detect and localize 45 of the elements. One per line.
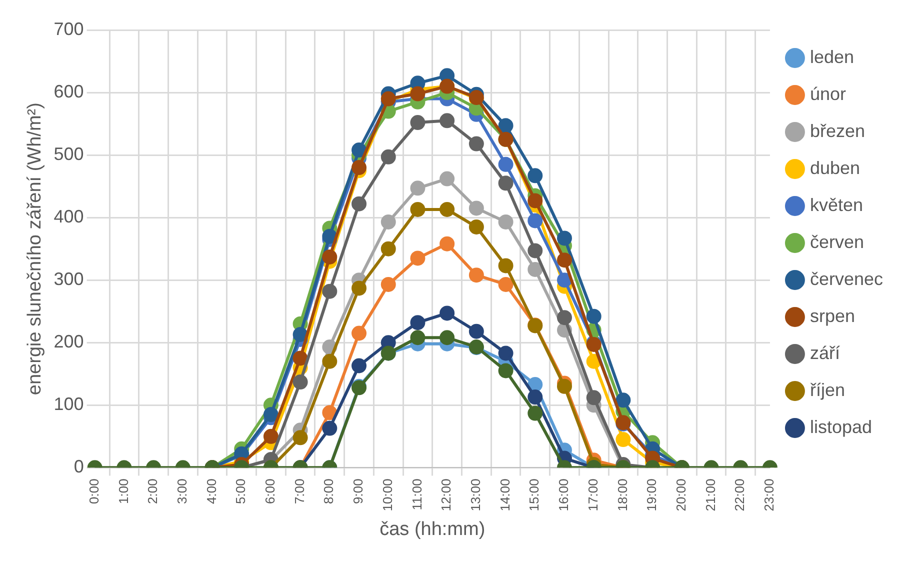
x-tick-label: 20:00 xyxy=(673,478,688,512)
x-tick-label: 4:00 xyxy=(204,478,219,504)
y-tick-label: 0 xyxy=(74,456,84,477)
x-tick-label: 11:00 xyxy=(409,478,424,510)
x-tick-label: 14:00 xyxy=(497,478,512,512)
legend-label: září xyxy=(810,342,840,363)
x-tick-label: 8:00 xyxy=(321,478,336,504)
x-tick-label: 1:00 xyxy=(116,478,131,504)
x-axis-title: čas (hh:mm) xyxy=(380,518,486,540)
x-tick-label: 7:00 xyxy=(292,478,307,504)
x-tick-label: 5:00 xyxy=(233,478,248,504)
x-tick-label: 12:00 xyxy=(438,478,454,512)
x-tick-label: 3:00 xyxy=(174,478,190,504)
x-tick-label: 16:00 xyxy=(556,478,572,512)
x-tick-label: 6:00 xyxy=(262,478,278,504)
x-tick-label: 22:00 xyxy=(732,478,748,512)
y-tick-label: 600 xyxy=(54,81,84,102)
x-tick-label: 21:00 xyxy=(702,478,718,512)
legend-label: listopad xyxy=(810,416,872,437)
legend-label: únor xyxy=(810,84,846,104)
x-tick-label: 17:00 xyxy=(585,478,600,512)
y-tick-label: 700 xyxy=(54,18,84,39)
x-tick-label: 19:00 xyxy=(644,478,660,512)
y-tick-label: 400 xyxy=(54,206,84,227)
x-tick-label: 10:00 xyxy=(380,478,395,512)
y-tick-label: 200 xyxy=(54,332,84,352)
y-tick-label: 500 xyxy=(54,144,84,164)
y-tick-label: 100 xyxy=(54,394,84,414)
y-tick-label: 300 xyxy=(54,269,84,290)
x-tick-label: 15:00 xyxy=(526,478,542,512)
legend-label: březen xyxy=(810,120,866,141)
x-tick-label: 2:00 xyxy=(145,478,160,504)
x-tick-label: 9:00 xyxy=(350,478,366,504)
legend-label: květen xyxy=(810,194,864,215)
x-tick-label: 18:00 xyxy=(614,478,630,512)
legend-label: červen xyxy=(810,232,864,252)
legend-label: duben xyxy=(810,158,860,178)
x-tick-label: 0:00 xyxy=(86,478,102,504)
y-axis-title: energie slunečního záření (Wh/m²) xyxy=(24,102,46,396)
legend-label: srpen xyxy=(810,306,855,326)
legend-label: leden xyxy=(810,46,854,67)
legend-label: červenec xyxy=(810,268,884,289)
legend-label: říjen xyxy=(810,380,845,400)
x-tick-label: 13:00 xyxy=(468,478,484,512)
x-tick-label: 23:00 xyxy=(762,478,777,512)
